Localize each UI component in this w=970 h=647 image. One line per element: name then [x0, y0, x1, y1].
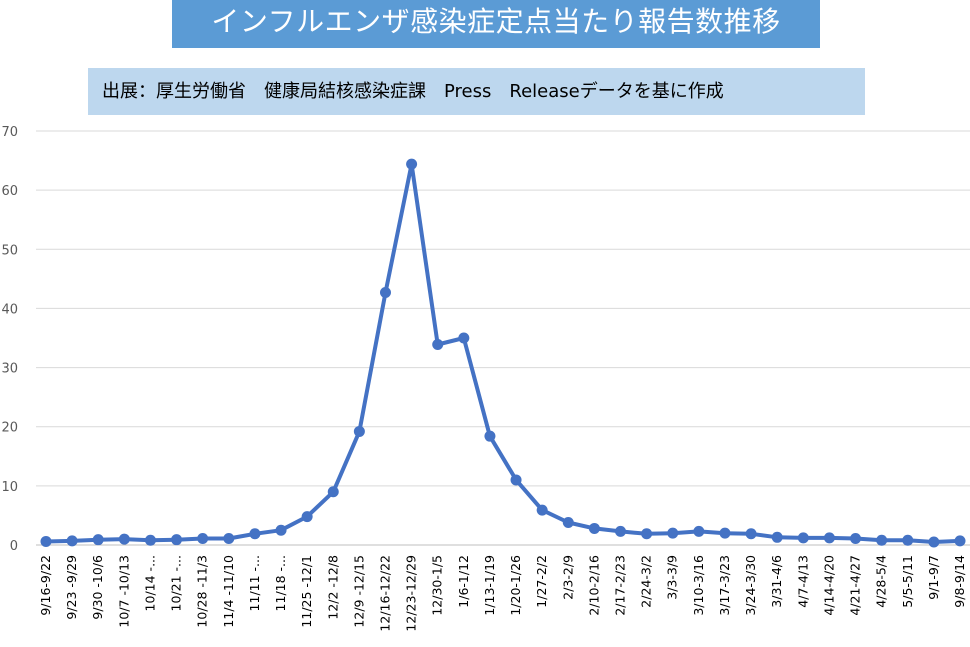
y-axis-ticks: 0 10 20 30 40 50 60 70: [1, 125, 18, 554]
x-tick-label: 9/16-9/22: [38, 555, 53, 616]
x-tick-label: 9/23 -9/29: [64, 555, 79, 620]
data-point: [144, 534, 156, 546]
x-tick-label: 4/21-4/27: [848, 555, 863, 616]
x-tick-label: 4/7-4/13: [795, 555, 810, 608]
x-tick-label: 9/1-9/7: [926, 555, 941, 600]
x-tick-label: 12/23-12/29: [404, 555, 419, 632]
y-tick-label: 70: [1, 125, 18, 140]
x-tick-label: 2/10-2/16: [586, 555, 601, 616]
data-point: [223, 532, 235, 544]
x-axis-ticks: 9/16-9/22 9/23 -9/29 9/30 -10/6 10/7 -10/13…: [38, 555, 967, 632]
x-tick-label: 2/17-2/23: [613, 555, 628, 616]
data-point: [588, 522, 600, 534]
data-point: [562, 517, 574, 529]
data-point: [615, 525, 627, 537]
x-tick-label: 10/7 -10/13: [116, 555, 131, 628]
x-tick-label: 10/21 -...: [169, 555, 184, 611]
x-tick-label: 3/10-3/16: [691, 555, 706, 616]
x-tick-label: 9/8-9/14: [952, 555, 967, 608]
data-point: [928, 536, 940, 548]
x-tick-label: 1/13-1/19: [482, 555, 497, 616]
chart-title: インフルエンザ感染症定点当たり報告数推移: [172, 0, 820, 48]
data-point: [432, 339, 444, 351]
x-tick-label: 3/24-3/30: [743, 555, 758, 616]
x-tick-label: 3/31-4/6: [769, 555, 784, 608]
data-point: [693, 525, 705, 537]
y-tick-label: 10: [1, 480, 18, 495]
x-tick-label: 1/6-1/12: [456, 555, 471, 608]
data-point: [902, 534, 914, 546]
series-line: [44, 162, 962, 544]
x-tick-label: 11/11 -...: [247, 555, 262, 611]
x-tick-label: 10/28 -11/3: [195, 555, 210, 628]
data-point: [275, 524, 287, 536]
x-tick-label: 1/27-2/2: [534, 555, 549, 608]
chart-subtitle: 出展：厚生労働省 健康局結核感染症課 Press Releaseデータを基に作成: [88, 68, 865, 115]
data-point: [406, 158, 418, 170]
x-tick-label: 11/18 -...: [273, 555, 288, 611]
x-tick-label: 2/3-2/9: [560, 555, 575, 600]
x-tick-label: 5/5-5/11: [900, 555, 915, 608]
data-point: [379, 286, 391, 298]
x-tick-label: 12/30-1/5: [430, 555, 445, 616]
data-point: [92, 534, 104, 546]
data-point: [66, 535, 78, 547]
data-point: [954, 535, 966, 547]
gridlines: [36, 130, 970, 546]
x-tick-label: 12/16-12/22: [377, 555, 392, 632]
data-point: [353, 425, 365, 437]
data-point: [197, 532, 209, 544]
data-point: [171, 534, 183, 546]
x-tick-label: 12/9 -12/15: [351, 555, 366, 628]
data-point: [876, 534, 888, 546]
data-point: [458, 332, 470, 344]
data-point: [40, 535, 52, 547]
x-tick-label: 4/14-4/20: [821, 555, 836, 616]
data-point: [719, 527, 731, 539]
data-point: [536, 504, 548, 516]
data-point: [510, 474, 522, 486]
x-tick-label: 9/30 -10/6: [90, 555, 105, 620]
data-point: [301, 511, 313, 523]
data-point: [771, 531, 783, 543]
series-polyline: [44, 162, 962, 544]
x-tick-label: 1/20-1/26: [508, 555, 523, 616]
y-tick-label: 40: [1, 302, 18, 317]
x-tick-label: 11/4 -11/10: [221, 555, 236, 628]
y-tick-label: 60: [1, 184, 18, 199]
data-point: [797, 532, 809, 544]
y-tick-label: 0: [10, 539, 18, 554]
data-point: [667, 527, 679, 539]
data-point: [249, 528, 261, 540]
data-point: [745, 528, 757, 540]
x-tick-label: 12/2 -12/8: [325, 555, 340, 620]
data-point: [484, 430, 496, 442]
x-tick-label: 3/17-3/23: [717, 555, 732, 616]
y-tick-label: 20: [1, 421, 18, 436]
y-tick-label: 50: [1, 243, 18, 258]
series-points: [40, 158, 966, 548]
x-tick-label: 11/25 -12/1: [299, 555, 314, 628]
x-tick-label: 3/3-3/9: [665, 555, 680, 600]
data-point: [823, 532, 835, 544]
data-point: [118, 533, 130, 545]
data-point: [327, 486, 339, 498]
x-tick-label: 10/14 -...: [142, 555, 157, 611]
x-tick-label: 4/28-5/4: [874, 555, 889, 608]
data-point: [850, 532, 862, 544]
x-tick-label: 2/24-3/2: [639, 555, 654, 608]
y-tick-label: 30: [1, 362, 18, 377]
data-point: [641, 528, 653, 540]
